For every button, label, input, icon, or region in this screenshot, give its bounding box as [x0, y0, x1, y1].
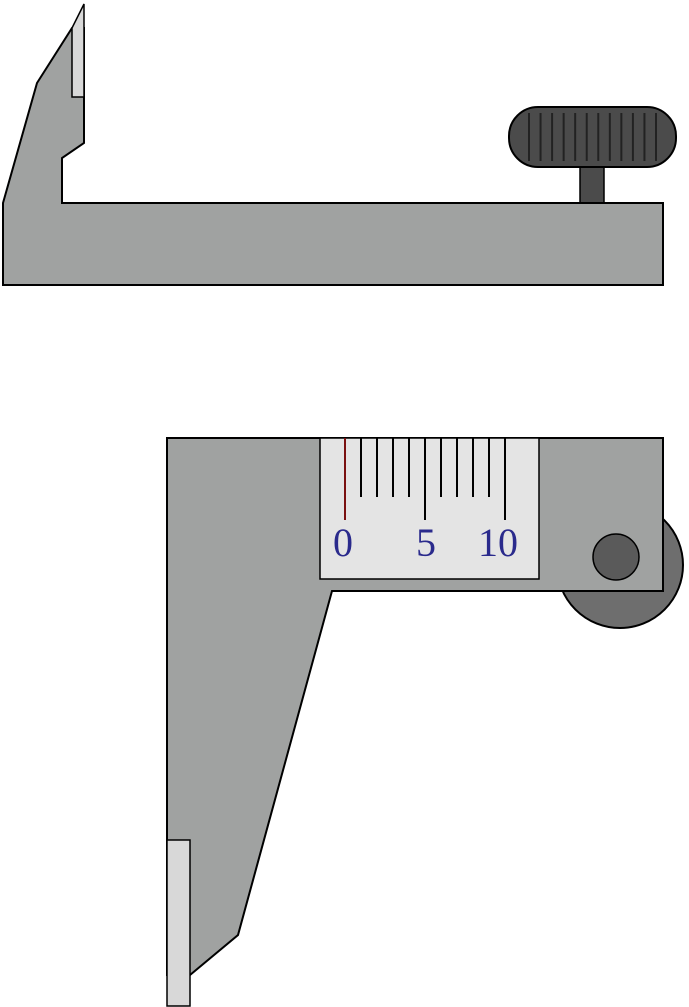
- sliding-jaw-assembly: 0 5 10: [166, 437, 684, 1007]
- main-beam-assembly: [2, 3, 677, 286]
- vernier-scale-plate: [319, 437, 540, 580]
- upper-jaw-tip: [71, 3, 85, 98]
- main-beam: [2, 27, 664, 286]
- lower-jaw-tip: [166, 839, 191, 1007]
- thumb-screw-knob-icon[interactable]: [508, 106, 677, 168]
- vernier-ticks: [344, 438, 506, 520]
- vernier-label-5: 5: [416, 520, 436, 565]
- knob-ridges: [528, 113, 657, 161]
- thumb-screw-stem: [579, 162, 605, 204]
- vernier-labels: 0 5 10: [333, 520, 518, 565]
- lock-screw-icon[interactable]: [592, 533, 640, 581]
- vernier-label-0: 0: [333, 520, 353, 565]
- vernier-label-10: 10: [478, 520, 518, 565]
